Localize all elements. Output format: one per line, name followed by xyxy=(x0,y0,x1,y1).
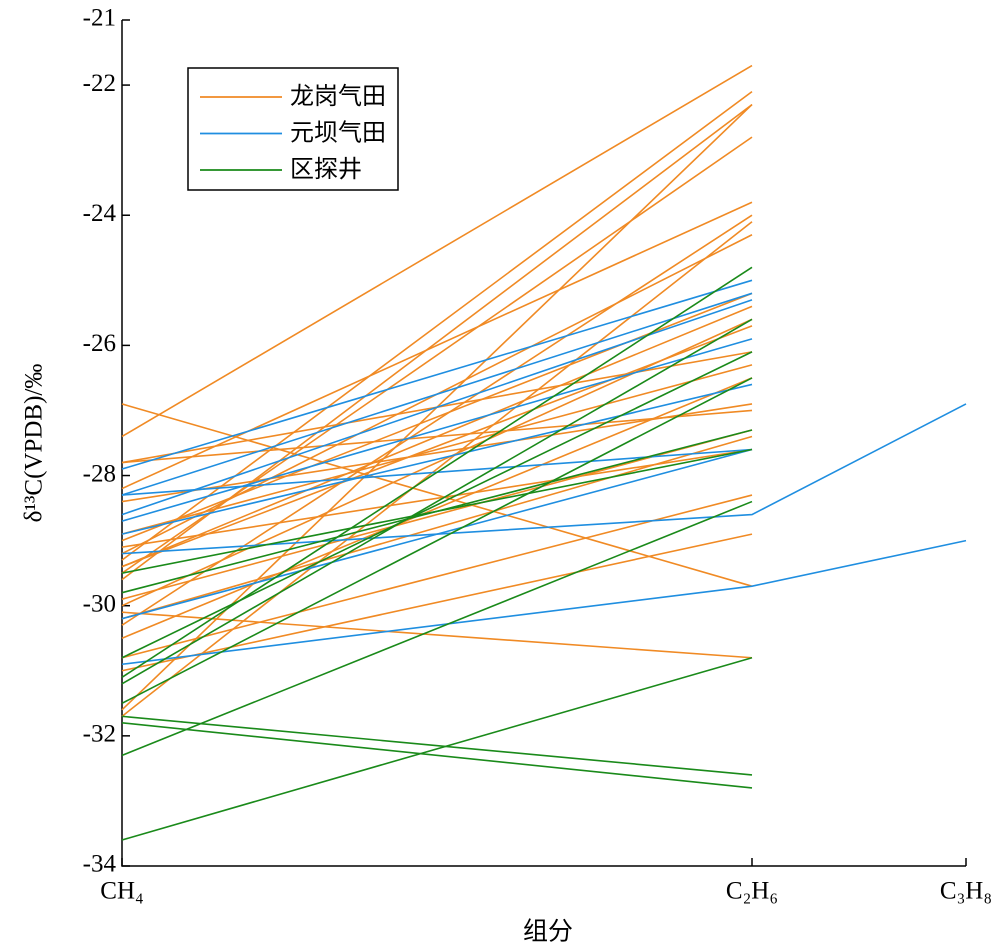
data-line xyxy=(121,351,753,659)
data-line xyxy=(121,221,753,717)
data-line xyxy=(121,448,753,620)
y-tick-label: -24 xyxy=(83,200,117,227)
data-line xyxy=(121,318,753,685)
data-line xyxy=(121,656,753,841)
y-tick-label: -34 xyxy=(83,851,117,878)
data-line xyxy=(121,539,967,666)
data-line xyxy=(121,722,753,789)
data-line xyxy=(121,403,753,587)
data-line xyxy=(121,494,753,659)
y-tick-label: -26 xyxy=(83,330,116,357)
y-tick-label: -22 xyxy=(83,70,116,97)
y-tick-label: -32 xyxy=(83,721,116,748)
y-tick-label: -21 xyxy=(83,5,116,32)
y-tick-label: -28 xyxy=(83,460,116,487)
data-line xyxy=(121,279,753,470)
data-line xyxy=(121,500,753,757)
x-tick-label: CH₄ xyxy=(100,878,143,905)
data-line xyxy=(121,325,753,568)
x-tick-label: C₃H₈ xyxy=(940,878,992,905)
data-line xyxy=(121,90,753,561)
data-line xyxy=(121,292,753,542)
data-line xyxy=(121,266,753,678)
data-line xyxy=(121,364,753,535)
data-line xyxy=(121,403,753,503)
data-line xyxy=(121,338,753,522)
x-axis-label: 组分 xyxy=(523,918,573,946)
data-line xyxy=(121,429,753,600)
legend-label: 龙岗气田 xyxy=(290,82,386,110)
data-line xyxy=(121,318,753,607)
legend-label: 区探井 xyxy=(290,155,362,183)
data-line xyxy=(121,409,753,464)
data-line xyxy=(121,377,753,639)
data-line xyxy=(121,201,753,490)
y-axis-label: δ¹³C(VPDB)/‰ xyxy=(21,364,48,523)
data-line xyxy=(121,611,753,659)
data-line xyxy=(121,435,753,620)
legend-label: 元坝气田 xyxy=(290,119,386,147)
data-line xyxy=(121,377,753,705)
data-line xyxy=(121,64,753,438)
data-line xyxy=(121,214,753,626)
data-line xyxy=(121,533,753,672)
data-line xyxy=(121,292,753,496)
y-tick-label: -30 xyxy=(83,590,116,617)
data-line xyxy=(121,403,967,555)
data-line xyxy=(121,448,753,574)
x-tick-label: C₂H₆ xyxy=(726,878,778,905)
data-line xyxy=(121,448,753,548)
data-line xyxy=(121,383,753,535)
data-line xyxy=(121,715,753,776)
